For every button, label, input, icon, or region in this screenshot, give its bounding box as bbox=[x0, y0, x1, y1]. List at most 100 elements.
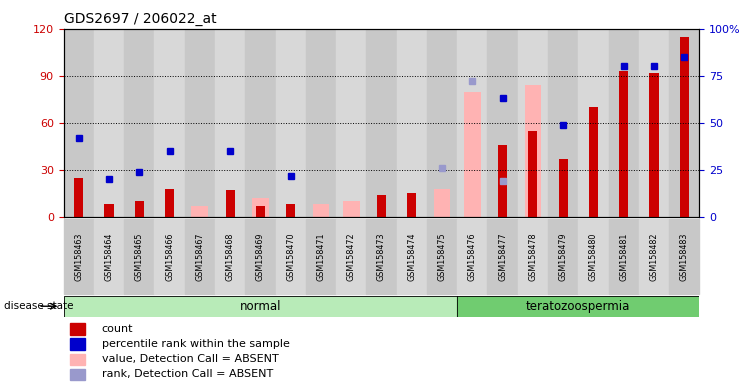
Bar bbox=[457, 219, 488, 294]
Bar bbox=[669, 219, 699, 294]
Bar bbox=[165, 189, 174, 217]
Text: GSM158479: GSM158479 bbox=[559, 232, 568, 281]
Bar bbox=[669, 29, 699, 217]
Bar bbox=[488, 29, 518, 217]
Text: GSM158465: GSM158465 bbox=[135, 232, 144, 281]
Bar bbox=[185, 29, 215, 217]
Bar bbox=[256, 206, 265, 217]
Text: count: count bbox=[102, 324, 133, 334]
Bar bbox=[488, 219, 518, 294]
Bar bbox=[70, 338, 85, 350]
Bar bbox=[245, 219, 275, 294]
Bar bbox=[94, 29, 124, 217]
Bar bbox=[343, 201, 360, 217]
Text: GSM158475: GSM158475 bbox=[438, 232, 447, 281]
Bar bbox=[407, 194, 417, 217]
Text: GSM158464: GSM158464 bbox=[105, 232, 114, 280]
Bar bbox=[245, 29, 275, 217]
Text: GSM158467: GSM158467 bbox=[195, 232, 204, 281]
Bar bbox=[518, 219, 548, 294]
Bar bbox=[74, 178, 83, 217]
Text: GSM158470: GSM158470 bbox=[286, 232, 295, 281]
Bar bbox=[578, 29, 609, 217]
Bar bbox=[457, 296, 699, 317]
Bar bbox=[377, 195, 386, 217]
Text: GSM158481: GSM158481 bbox=[619, 232, 628, 280]
Bar bbox=[64, 29, 94, 217]
Text: teratozoospermia: teratozoospermia bbox=[526, 300, 631, 313]
Bar bbox=[306, 219, 336, 294]
Bar bbox=[518, 29, 548, 217]
Bar bbox=[589, 107, 598, 217]
Bar bbox=[578, 219, 609, 294]
Bar bbox=[528, 131, 538, 217]
Bar bbox=[64, 296, 457, 317]
Text: GSM158483: GSM158483 bbox=[680, 232, 689, 280]
Text: GSM158473: GSM158473 bbox=[377, 232, 386, 281]
Text: GSM158482: GSM158482 bbox=[649, 232, 658, 281]
Text: value, Detection Call = ABSENT: value, Detection Call = ABSENT bbox=[102, 354, 278, 364]
Bar bbox=[225, 190, 235, 217]
Bar bbox=[498, 145, 507, 217]
Text: rank, Detection Call = ABSENT: rank, Detection Call = ABSENT bbox=[102, 369, 273, 379]
Bar bbox=[105, 204, 114, 217]
Bar bbox=[70, 369, 85, 380]
Bar bbox=[124, 219, 154, 294]
Text: GSM158474: GSM158474 bbox=[407, 232, 416, 281]
Bar bbox=[313, 204, 329, 217]
Bar bbox=[124, 29, 154, 217]
Text: GSM158480: GSM158480 bbox=[589, 232, 598, 280]
Bar bbox=[396, 219, 427, 294]
Text: GSM158468: GSM158468 bbox=[226, 232, 235, 280]
Bar bbox=[559, 159, 568, 217]
Bar bbox=[306, 29, 336, 217]
Bar bbox=[680, 36, 689, 217]
Bar bbox=[464, 91, 481, 217]
Bar bbox=[639, 29, 669, 217]
Text: GSM158469: GSM158469 bbox=[256, 232, 265, 281]
Bar bbox=[336, 219, 367, 294]
Bar bbox=[94, 219, 124, 294]
Bar bbox=[252, 198, 269, 217]
Bar bbox=[639, 219, 669, 294]
Bar bbox=[154, 29, 185, 217]
Bar bbox=[609, 219, 639, 294]
Bar bbox=[336, 29, 367, 217]
Bar bbox=[619, 71, 628, 217]
Bar bbox=[286, 204, 295, 217]
Bar bbox=[548, 219, 578, 294]
Bar bbox=[427, 219, 457, 294]
Bar bbox=[396, 29, 427, 217]
Text: GSM158471: GSM158471 bbox=[316, 232, 325, 281]
Bar bbox=[275, 29, 306, 217]
Text: disease state: disease state bbox=[4, 301, 73, 311]
Text: percentile rank within the sample: percentile rank within the sample bbox=[102, 339, 289, 349]
Bar bbox=[70, 323, 85, 334]
Bar bbox=[524, 85, 542, 217]
Text: GSM158466: GSM158466 bbox=[165, 232, 174, 280]
Bar bbox=[191, 206, 208, 217]
Bar bbox=[275, 219, 306, 294]
Bar bbox=[70, 354, 85, 365]
Text: GSM158463: GSM158463 bbox=[74, 232, 83, 280]
Bar bbox=[64, 219, 94, 294]
Bar bbox=[548, 29, 578, 217]
Bar bbox=[367, 29, 396, 217]
Bar bbox=[457, 29, 488, 217]
Text: GDS2697 / 206022_at: GDS2697 / 206022_at bbox=[64, 12, 216, 26]
Bar bbox=[135, 201, 144, 217]
Bar bbox=[215, 219, 245, 294]
Text: normal: normal bbox=[239, 300, 281, 313]
Text: GSM158476: GSM158476 bbox=[468, 232, 476, 281]
Text: GSM158477: GSM158477 bbox=[498, 232, 507, 281]
Bar bbox=[609, 29, 639, 217]
Bar bbox=[427, 29, 457, 217]
Bar bbox=[215, 29, 245, 217]
Bar bbox=[367, 219, 396, 294]
Bar bbox=[154, 219, 185, 294]
Bar bbox=[434, 189, 450, 217]
Bar bbox=[649, 73, 658, 217]
Bar bbox=[185, 219, 215, 294]
Text: GSM158478: GSM158478 bbox=[528, 232, 537, 281]
Text: GSM158472: GSM158472 bbox=[347, 232, 356, 281]
